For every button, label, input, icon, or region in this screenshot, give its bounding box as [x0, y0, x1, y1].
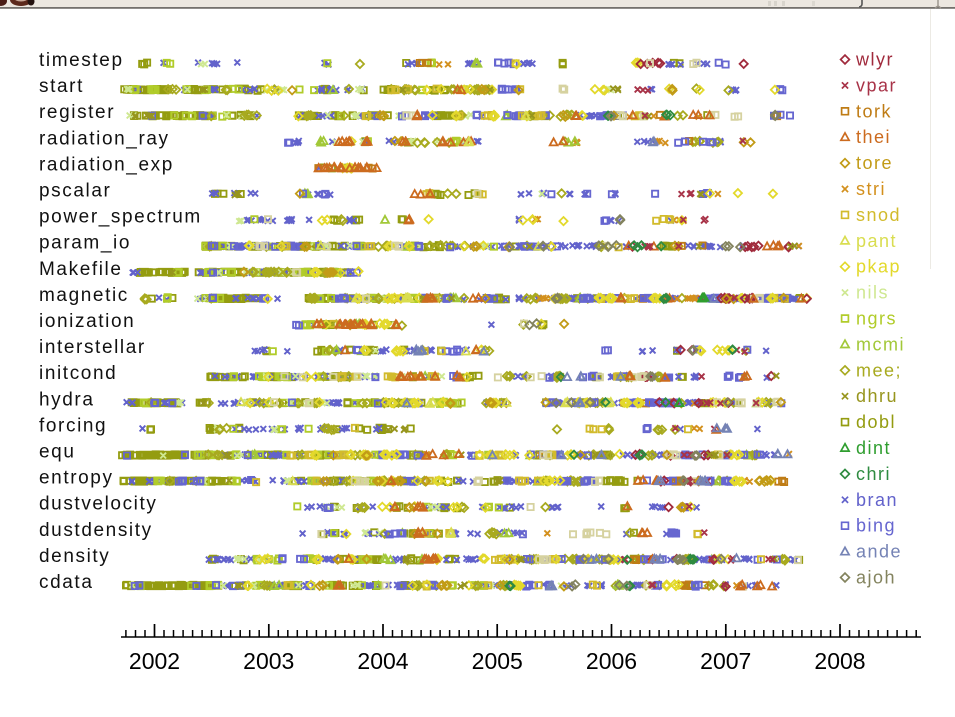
svg-text:tore: tore [856, 153, 893, 173]
svg-text:dustvelocity: dustvelocity [39, 494, 157, 515]
svg-text:2005: 2005 [472, 648, 523, 674]
svg-text:nils: nils [856, 283, 889, 303]
svg-text:power_spectrum: power_spectrum [39, 207, 202, 228]
svg-text:dustdensity: dustdensity [39, 520, 153, 541]
svg-text:bran: bran [856, 490, 898, 510]
svg-text:chri: chri [856, 464, 891, 484]
svg-text:magnetic: magnetic [39, 285, 129, 306]
svg-text:cdata: cdata [39, 572, 93, 593]
svg-text:dobl: dobl [856, 412, 896, 432]
svg-text:Makefile: Makefile [39, 259, 123, 280]
svg-text:register: register [39, 102, 115, 123]
svg-text:2004: 2004 [357, 648, 408, 674]
svg-text:pkap: pkap [856, 257, 901, 277]
svg-text:wlyr: wlyr [855, 50, 894, 70]
svg-text:2002: 2002 [129, 648, 180, 674]
svg-text:mcmi: mcmi [856, 334, 905, 354]
svg-text:interstellar: interstellar [39, 337, 146, 358]
svg-text:entropy: entropy [39, 468, 114, 489]
svg-text:ionization: ionization [39, 311, 135, 332]
svg-text:equ: equ [39, 442, 76, 463]
svg-text:snod: snod [856, 205, 901, 225]
svg-text:stri: stri [856, 179, 886, 199]
svg-text:param_io: param_io [39, 233, 131, 254]
svg-text:pant: pant [856, 231, 897, 251]
svg-text:2006: 2006 [586, 648, 637, 674]
svg-text:timestep: timestep [39, 50, 124, 71]
svg-text:ande: ande [856, 542, 902, 562]
svg-text:thei: thei [856, 127, 891, 147]
svg-text:radiation_exp: radiation_exp [39, 154, 174, 175]
svg-text:dhru: dhru [856, 386, 898, 406]
svg-text:2007: 2007 [700, 648, 751, 674]
svg-text:2008: 2008 [814, 648, 865, 674]
svg-text:ngrs: ngrs [856, 309, 897, 329]
svg-text:bing: bing [856, 516, 896, 536]
svg-text:density: density [39, 546, 110, 567]
svg-text:vpar: vpar [856, 75, 897, 95]
svg-text:ajoh: ajoh [856, 568, 896, 588]
svg-text:hydra: hydra [39, 389, 95, 410]
svg-text:radiation_ray: radiation_ray [39, 128, 170, 149]
svg-text:dint: dint [856, 438, 891, 458]
svg-text:initcond: initcond [39, 363, 117, 384]
svg-text:mee;: mee; [856, 360, 902, 380]
svg-text:start: start [39, 76, 84, 97]
svg-text:pscalar: pscalar [39, 181, 111, 202]
svg-text:tork: tork [856, 101, 892, 121]
svg-text:2003: 2003 [243, 648, 294, 674]
svg-text:forcing: forcing [39, 415, 107, 436]
